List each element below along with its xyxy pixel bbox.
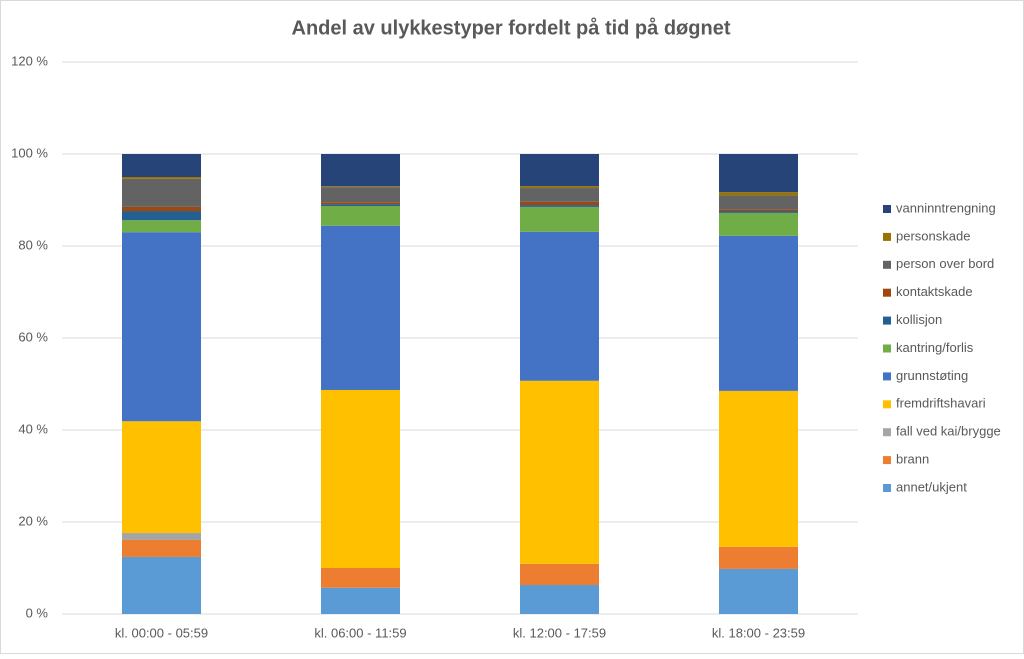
y-tick-label: 80 % (18, 237, 48, 252)
legend-swatch (883, 232, 891, 241)
bar-segment (520, 205, 599, 207)
bar-segment (321, 202, 400, 205)
bar-segment (122, 220, 201, 233)
x-tick-label: kl. 00:00 - 05:59 (115, 625, 208, 640)
bar-segment (520, 154, 599, 187)
bar-segment (719, 154, 798, 193)
bar-segment (321, 587, 400, 614)
x-tick-label: kl. 18:00 - 23:59 (712, 625, 805, 640)
legend-swatch (883, 205, 891, 213)
bar-segment (122, 177, 201, 179)
legend-label: annet/ukjent (896, 479, 967, 494)
bar-segment (321, 389, 400, 568)
legend-swatch (883, 400, 891, 409)
y-tick-label: 60 % (18, 329, 48, 344)
bar-segment (719, 209, 798, 212)
bar-segment (520, 231, 599, 381)
y-tick-label: 0 % (26, 605, 49, 620)
legend-swatch (883, 288, 891, 297)
legend-label: kollisjon (896, 312, 942, 327)
legend-swatch (883, 344, 891, 353)
bar-segment (122, 206, 201, 212)
legend-swatch (883, 372, 891, 381)
legend-label: brann (896, 452, 929, 467)
bar-segment (520, 206, 599, 232)
legend-label: vanninntrengning (896, 200, 996, 215)
bar-segment (321, 205, 400, 226)
legend-label: fremdriftshavari (896, 396, 986, 411)
x-tick-label: kl. 06:00 - 11:59 (314, 625, 406, 640)
bar-segment (122, 539, 201, 557)
legend-swatch (883, 260, 891, 269)
bar-segment (520, 188, 599, 202)
bar-segment (122, 232, 201, 422)
bar-segment (520, 563, 599, 586)
y-tick-label: 100 % (11, 145, 48, 160)
bar-segment (321, 187, 400, 203)
legend-swatch (883, 484, 891, 492)
bar-segment (122, 178, 201, 207)
bar-segment (719, 568, 798, 614)
bar-segment (719, 546, 798, 569)
legend-label: personskade (896, 228, 970, 243)
bar-segment (122, 421, 201, 534)
legend-label: fall ved kai/brygge (896, 424, 1001, 439)
legend-swatch (883, 316, 891, 325)
bar-segment (122, 154, 201, 177)
y-tick-label: 120 % (11, 53, 48, 68)
bar-segment (321, 225, 400, 390)
bar-segment (520, 585, 599, 614)
bar-segment (122, 211, 201, 221)
legend-swatch (883, 428, 891, 437)
bar-segment (719, 211, 798, 213)
bar-segment (321, 154, 400, 187)
y-tick-label: 20 % (18, 513, 48, 528)
y-tick-label: 40 % (18, 421, 48, 436)
bar-segment (321, 568, 400, 588)
legend-label: person over bord (896, 256, 994, 271)
legend-label: kantring/forlis (896, 340, 974, 355)
x-tick-label: kl. 12:00 - 17:59 (513, 625, 606, 640)
bar-segment (719, 192, 798, 196)
bar-segment (719, 390, 798, 547)
bar-segment (719, 195, 798, 210)
legend-label: grunnstøting (896, 368, 968, 383)
bar-segment (520, 201, 599, 206)
bar-segment (122, 556, 201, 614)
bar-segment (321, 186, 400, 188)
chart-title: Andel av ulykkestyper fordelt på tid på … (292, 16, 731, 39)
bar-segment (520, 380, 599, 564)
bar-segment (520, 186, 599, 189)
legend-swatch (883, 456, 891, 465)
bar-segment (321, 204, 400, 206)
bar-segment (122, 533, 201, 540)
legend-label: kontaktskade (896, 284, 973, 299)
bar-segment (719, 235, 798, 391)
bar-segment (719, 212, 798, 236)
